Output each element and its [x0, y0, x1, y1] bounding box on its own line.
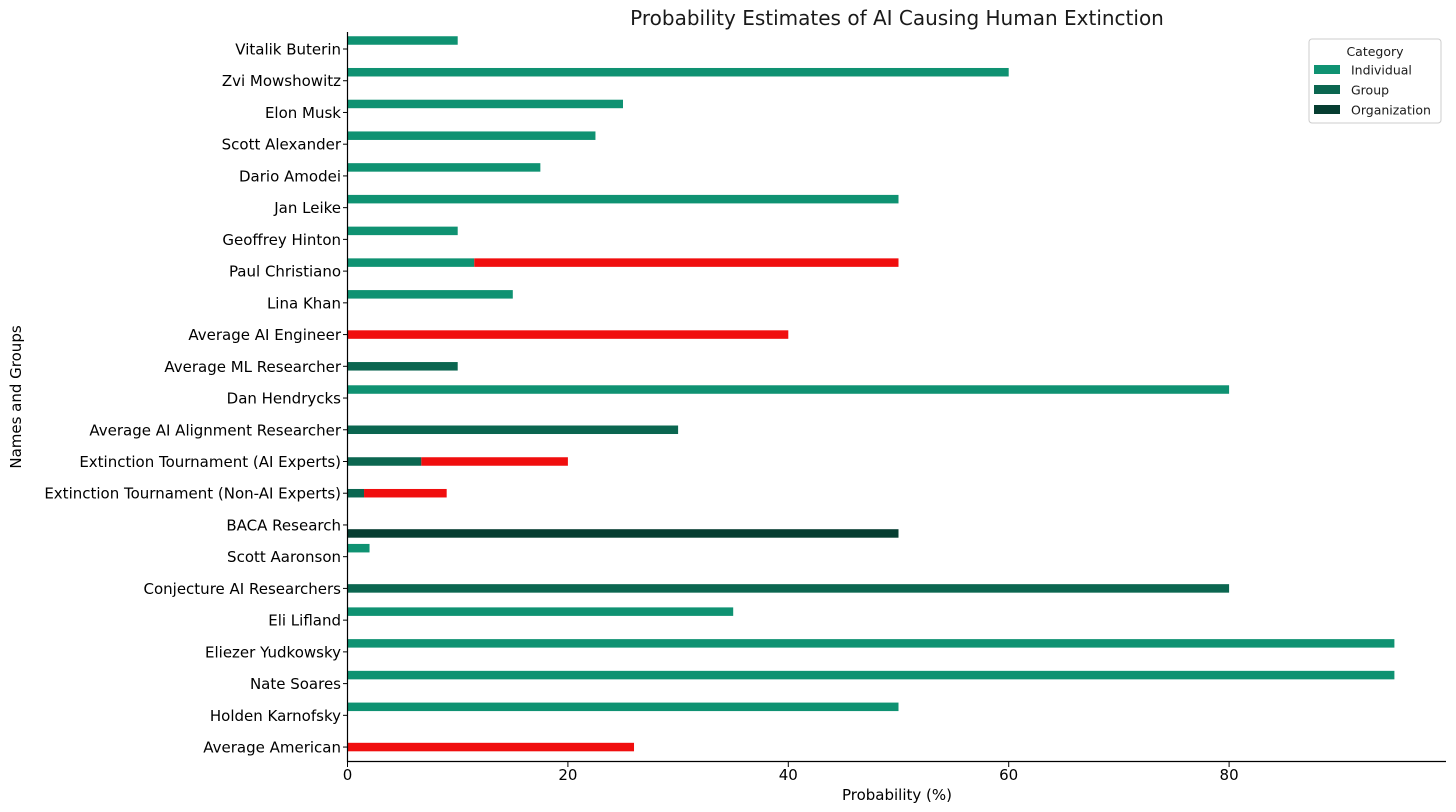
bar-organization-baca-research	[347, 529, 899, 538]
range-bar-extinction-tournament-ai-experts	[421, 457, 568, 466]
legend-swatch-individual	[1314, 65, 1340, 74]
chart-title: Probability Estimates of AI Causing Huma…	[630, 6, 1164, 30]
bar-group-average-ai-alignment-researcher	[347, 425, 679, 435]
y-tick-label-scott-alexander: Scott Alexander	[222, 136, 342, 154]
legend-swatch-organization	[1314, 105, 1340, 114]
y-tick-label-extinction-tournament-ai-experts: Extinction Tournament (AI Experts)	[79, 453, 341, 471]
bar-group-average-ml-researcher	[347, 362, 458, 371]
y-tick-label-zvi-mowshowitz: Zvi Mowshowitz	[222, 72, 341, 90]
y-tick-label-average-ml-researcher: Average ML Researcher	[164, 358, 341, 376]
y-tick-label-extinction-tournament-non-ai-experts: Extinction Tournament (Non-AI Experts)	[44, 485, 341, 503]
y-tick-label-vitalik-buterin: Vitalik Buterin	[235, 41, 341, 59]
y-tick-label-elon-musk: Elon Musk	[265, 104, 341, 122]
y-tick-label-lina-khan: Lina Khan	[267, 294, 341, 312]
legend-label-group: Group	[1351, 83, 1389, 98]
legend-title: Category	[1346, 44, 1404, 59]
y-tick-label-average-ai-engineer: Average AI Engineer	[188, 326, 341, 344]
x-ticks: 0 20 40 60 80	[343, 762, 1239, 784]
bar-individual-jan-leike	[347, 194, 899, 204]
bar-individual-vitalik-buterin	[347, 36, 458, 45]
legend: Category Individual Group Organization	[1308, 38, 1442, 124]
bar-individual-eli-lifland	[347, 607, 734, 616]
y-tick-label-conjecture-ai-researchers: Conjecture AI Researchers	[144, 580, 342, 598]
x-tick-label-0: 0	[343, 766, 353, 784]
range-bar-average-ai-engineer	[347, 330, 789, 339]
y-tick-label-eli-lifland: Eli Lifland	[268, 612, 341, 630]
legend-swatch-group	[1314, 85, 1340, 94]
x-tick-label-20: 20	[558, 766, 577, 784]
bar-group-extinction-tournament-non-ai-experts	[347, 488, 365, 498]
y-tick-label-average-american: Average American	[203, 739, 341, 757]
y-tick-label-paul-christiano: Paul Christiano	[229, 263, 341, 281]
y-tick-label-geoffrey-hinton: Geoffrey Hinton	[222, 231, 341, 249]
y-tick-labels: Vitalik Buterin Zvi Mowshowitz Elon Musk Sc…	[44, 41, 348, 757]
bar-individual-scott-aaronson	[347, 543, 370, 553]
bar-individual-holden-karnofsky	[347, 702, 899, 712]
bar-individual-elon-musk	[347, 99, 623, 109]
y-axis-title: Names and Groups	[7, 325, 25, 468]
legend-frame	[1308, 38, 1442, 124]
bar-individual-geoffrey-hinton	[347, 226, 458, 236]
bar-individual-dan-hendrycks	[347, 385, 1230, 394]
y-tick-label-baca-research: BACA Research	[226, 516, 341, 534]
legend-label-individual: Individual	[1351, 63, 1412, 78]
range-bar-paul-christiano	[474, 258, 899, 267]
bar-individual-lina-khan	[347, 290, 513, 299]
bar-individual-eliezer-yudkowsky	[347, 639, 1395, 648]
x-axis-title: Probability (%)	[842, 786, 952, 804]
legend-items: Individual Group Organization	[1314, 63, 1431, 118]
y-tick-label-dario-amodei: Dario Amodei	[239, 167, 341, 185]
bar-individual-nate-soares	[347, 670, 1395, 680]
range-bar-average-american	[347, 742, 635, 752]
bar-individual-paul-christiano	[347, 258, 475, 267]
y-tick-label-scott-aaronson: Scott Aaronson	[227, 548, 341, 566]
bars-group	[347, 36, 1395, 752]
y-tick-label-average-ai-alignment-researcher: Average AI Alignment Researcher	[89, 421, 341, 439]
x-tick-label-60: 60	[999, 766, 1018, 784]
bar-individual-scott-alexander	[347, 131, 596, 140]
y-tick-label-eliezer-yudkowsky: Eliezer Yudkowsky	[205, 643, 341, 661]
range-bar-extinction-tournament-non-ai-experts	[364, 488, 447, 498]
y-tick-label-dan-hendrycks: Dan Hendrycks	[227, 390, 342, 408]
legend-label-organization: Organization	[1351, 103, 1431, 118]
x-tick-label-40: 40	[779, 766, 798, 784]
bar-individual-zvi-mowshowitz	[347, 67, 1009, 77]
x-tick-label-80: 80	[1220, 766, 1239, 784]
bar-group-extinction-tournament-ai-experts	[347, 457, 422, 466]
y-tick-label-jan-leike: Jan Leike	[273, 199, 341, 217]
y-tick-label-nate-soares: Nate Soares	[250, 675, 341, 693]
bar-individual-dario-amodei	[347, 163, 541, 172]
y-tick-label-holden-karnofsky: Holden Karnofsky	[210, 707, 341, 725]
bar-group-conjecture-ai-researchers	[347, 584, 1230, 593]
